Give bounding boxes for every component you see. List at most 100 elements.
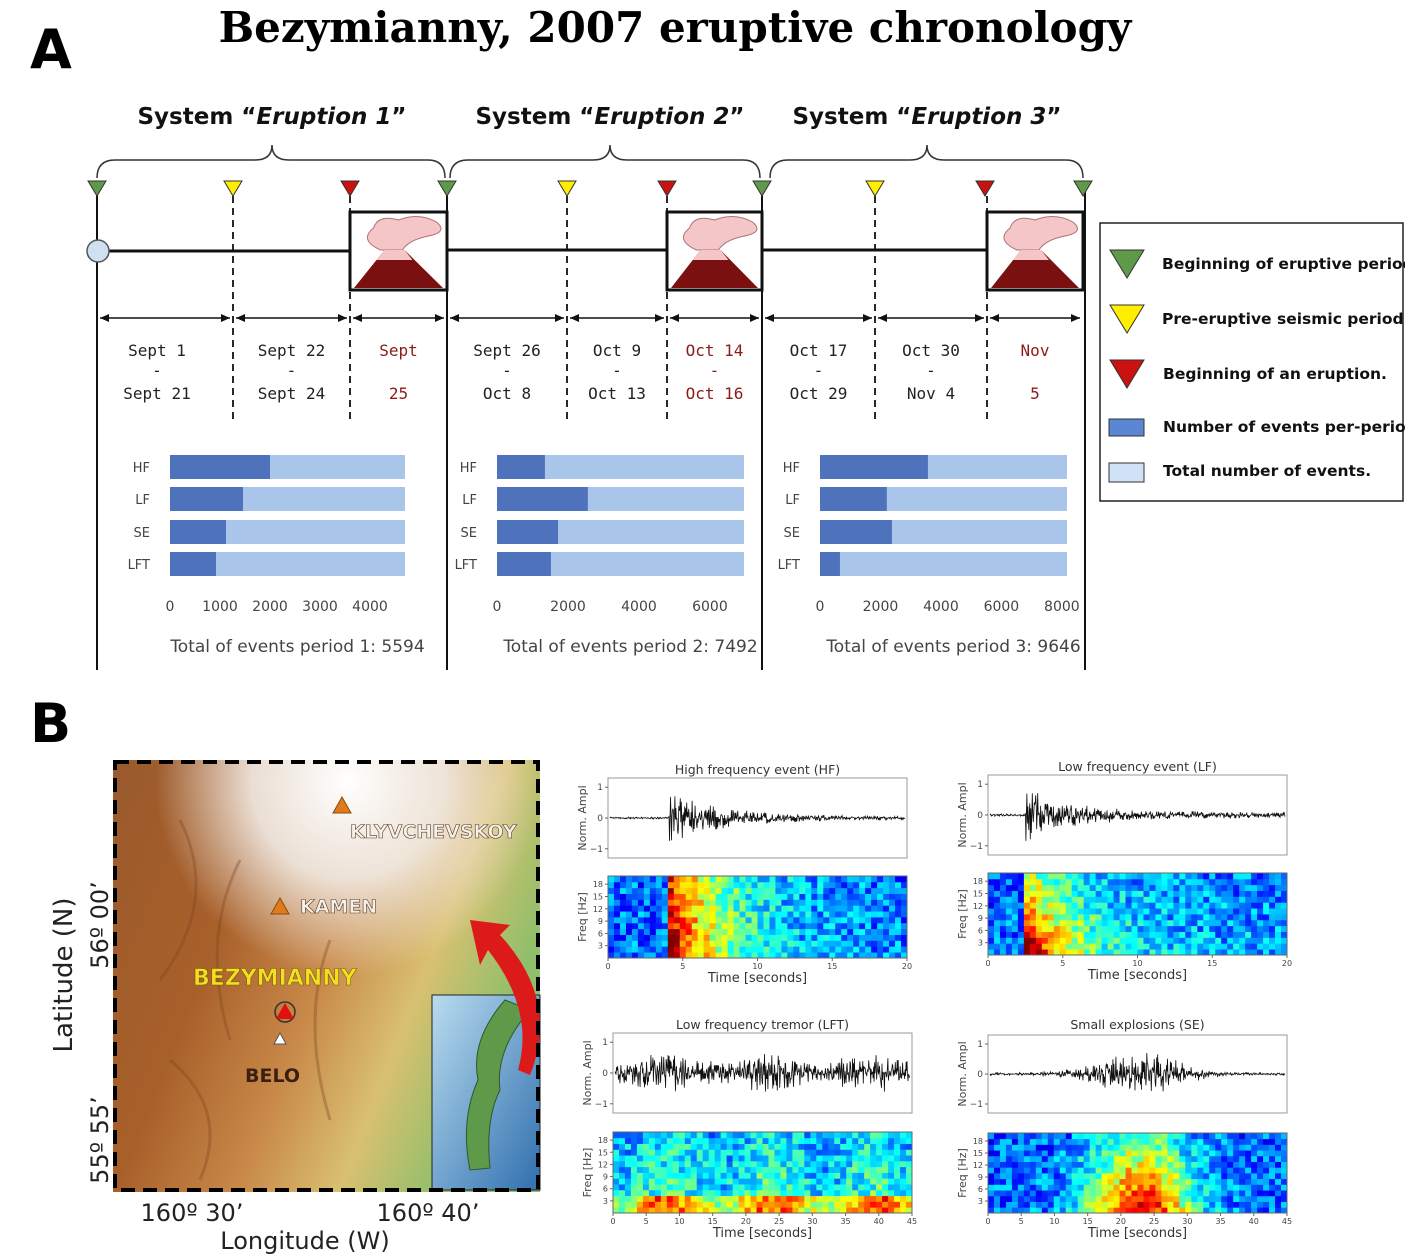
spectrogram-cell bbox=[1275, 914, 1281, 920]
spectrogram-cell bbox=[768, 1138, 774, 1144]
spectrogram-cell bbox=[828, 1144, 834, 1150]
spectrogram-cell bbox=[906, 1201, 912, 1207]
spectrogram-cell bbox=[619, 1132, 625, 1138]
spectrogram-cell bbox=[746, 940, 752, 946]
spectrogram-cell bbox=[733, 1207, 739, 1213]
spectrogram-cell bbox=[792, 1178, 798, 1184]
spectrogram-cell bbox=[632, 882, 638, 888]
spectrogram-cell bbox=[1239, 1179, 1245, 1185]
spectrogram-cell bbox=[613, 1201, 619, 1207]
spectrogram-cell bbox=[1090, 914, 1096, 920]
x-tick-label: 20 bbox=[1282, 959, 1292, 968]
spectrogram-cell bbox=[626, 911, 632, 917]
spectrogram-cell bbox=[1209, 926, 1215, 932]
spectrogram-cell bbox=[1185, 943, 1191, 949]
spectrogram-cell bbox=[614, 876, 620, 882]
spectrogram-cell bbox=[865, 935, 871, 941]
spectrogram-cell bbox=[1042, 1144, 1048, 1150]
spectrogram-cell bbox=[626, 876, 632, 882]
spectrogram-cell bbox=[1108, 1139, 1114, 1145]
y-tick-label: 0 bbox=[597, 814, 603, 824]
x-tick-label: 30 bbox=[1182, 1217, 1192, 1226]
spectrogram-cell bbox=[1036, 926, 1042, 932]
spectrogram-cell bbox=[865, 952, 871, 958]
spectrogram-cell bbox=[994, 937, 1000, 943]
spectrogram-cell bbox=[900, 1207, 906, 1213]
spectrogram-cell bbox=[1197, 914, 1203, 920]
spectrogram-cell bbox=[727, 1161, 733, 1167]
spectrogram-cell bbox=[883, 894, 889, 900]
spectrogram-cell bbox=[704, 923, 710, 929]
spectrogram-cell bbox=[1263, 937, 1269, 943]
spectrogram-cell bbox=[1263, 1167, 1269, 1173]
y-tick-label: 9 bbox=[978, 1173, 983, 1182]
spectrogram-cell bbox=[1048, 1144, 1054, 1150]
spectrogram-cell bbox=[1167, 926, 1173, 932]
spectrogram-cell bbox=[644, 935, 650, 941]
spectrogram-cell bbox=[768, 1190, 774, 1196]
spectrogram-cell bbox=[1024, 932, 1030, 938]
spectrogram-cell bbox=[822, 1161, 828, 1167]
spectrogram-cell bbox=[1245, 1139, 1251, 1145]
spectrogram-cell bbox=[1048, 1173, 1054, 1179]
spectrogram-cell bbox=[1072, 896, 1078, 902]
spectrogram-cell bbox=[894, 1196, 900, 1202]
spectrogram-cell bbox=[1126, 1162, 1132, 1168]
spectrogram-cell bbox=[1066, 1173, 1072, 1179]
spectrogram-cell bbox=[1149, 1162, 1155, 1168]
spectrogram-cell bbox=[811, 940, 817, 946]
spectrogram-cell bbox=[1245, 1179, 1251, 1185]
spectrogram-cell bbox=[740, 940, 746, 946]
x-tick-label: 0 bbox=[985, 1217, 990, 1226]
spectrogram-cell bbox=[625, 1173, 631, 1179]
spectrogram-cell bbox=[745, 1161, 751, 1167]
spectrogram-cell bbox=[1030, 1133, 1036, 1139]
spectrogram-cell bbox=[1108, 908, 1114, 914]
spectrogram-cell bbox=[752, 952, 758, 958]
spectrogram-cell bbox=[988, 1144, 994, 1150]
spectrogram-cell bbox=[1203, 1144, 1209, 1150]
spectrogram-cell bbox=[1126, 1173, 1132, 1179]
spectrogram-cell bbox=[1149, 1202, 1155, 1208]
spectrogram-cell bbox=[847, 917, 853, 923]
period-to: Sept 24 bbox=[258, 384, 325, 403]
y-tick-label: 9 bbox=[598, 917, 603, 926]
spectrogram-cell bbox=[763, 905, 769, 911]
spectrogram-cell bbox=[1245, 1184, 1251, 1190]
spectrogram-cell bbox=[889, 894, 895, 900]
spectrogram-cell bbox=[1060, 908, 1066, 914]
spectrogram-cell bbox=[994, 908, 1000, 914]
spectrogram-cell bbox=[871, 917, 877, 923]
spectrogram-cell bbox=[740, 888, 746, 894]
spectrogram-cell bbox=[1036, 1207, 1042, 1213]
spectrogram-cell bbox=[787, 940, 793, 946]
period-from: Nov bbox=[1021, 341, 1050, 360]
spectrogram-cell bbox=[1024, 891, 1030, 897]
spectrogram-cell bbox=[889, 876, 895, 882]
spectrogram-cell bbox=[721, 1178, 727, 1184]
spectrogram-cell bbox=[1138, 1133, 1144, 1139]
spectrogram-cell bbox=[870, 1207, 876, 1213]
spectrogram-cell bbox=[793, 929, 799, 935]
spectrogram-cell bbox=[1114, 1207, 1120, 1213]
period-from: Sept 22 bbox=[258, 341, 325, 360]
spectrogram-cell bbox=[1084, 1202, 1090, 1208]
spectrogram-cell bbox=[728, 929, 734, 935]
spectrogram-cell bbox=[859, 929, 865, 935]
x-tick-label: 8000 bbox=[1044, 599, 1080, 615]
arrow-head bbox=[975, 314, 984, 322]
spectrogram-cell bbox=[680, 894, 686, 900]
spectrogram-cell bbox=[841, 894, 847, 900]
spectrogram-cell bbox=[1221, 926, 1227, 932]
spectrogram-cell bbox=[1030, 908, 1036, 914]
spectrogram-cell bbox=[656, 935, 662, 941]
spectrogram-cell bbox=[877, 899, 883, 905]
spectrogram-cell bbox=[895, 905, 901, 911]
spectrogram-cell bbox=[882, 1167, 888, 1173]
spectrogram-cell bbox=[780, 1207, 786, 1213]
spectrogram-cell bbox=[1054, 937, 1060, 943]
spectrogram-cell bbox=[1185, 1162, 1191, 1168]
spectrogram-cell bbox=[1233, 914, 1239, 920]
spectrogram-cell bbox=[728, 952, 734, 958]
x-tick-label: 10 bbox=[752, 962, 762, 971]
